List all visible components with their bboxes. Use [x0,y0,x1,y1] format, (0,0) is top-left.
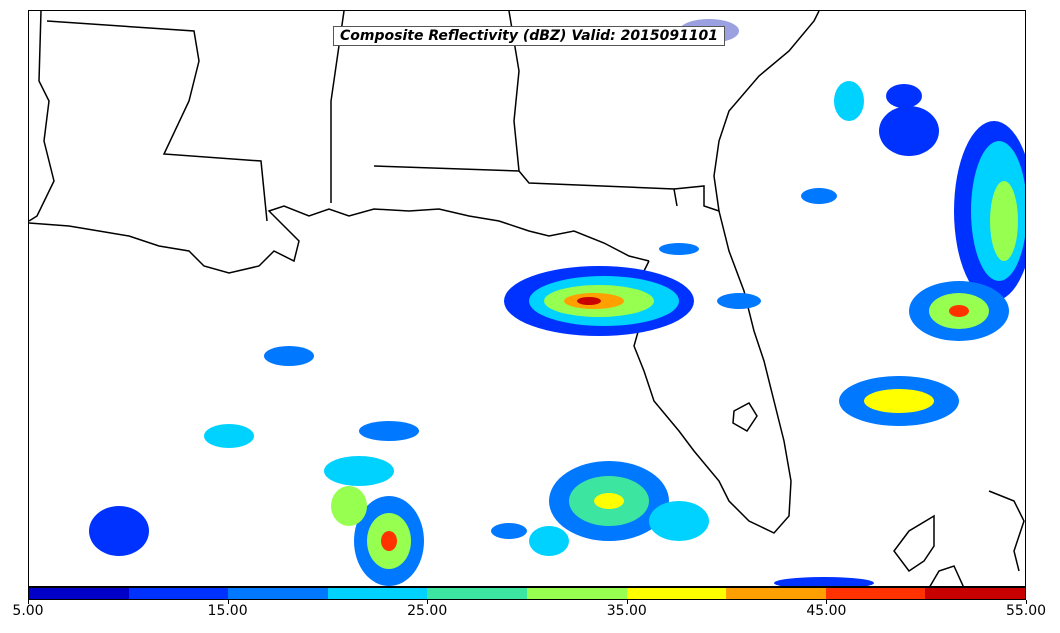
colorbar-tick [28,600,29,604]
colorbar-segment [128,588,229,599]
colorbar-tick [626,600,628,604]
colorbar-tick-label: 35.00 [606,603,647,619]
colorbar-segment [526,588,627,599]
colorbar-tick [1026,600,1027,604]
radar-map: Composite Reflectivity (dBZ) Valid: 2015… [28,10,1026,587]
colorbar-segment [327,588,428,599]
colorbar-segment [626,588,727,599]
colorbar-tick [227,600,229,604]
colorbar-segment [427,588,527,599]
colorbar-tick-label: 15.00 [207,603,248,619]
colorbar-segment [825,588,926,599]
colorbar-segment [726,588,826,599]
colorbar-tick [427,600,429,604]
colorbar [28,587,1026,600]
colorbar-tick-label: 45.00 [806,603,847,619]
colorbar-tick [826,600,828,604]
colorbar-tick-label: 5.00 [12,603,44,619]
colorbar-segment [29,588,129,599]
radar-echoes [89,19,1025,586]
map-title: Composite Reflectivity (dBZ) Valid: 2015… [333,26,726,46]
colorbar-segment [925,588,1025,599]
colorbar-tick-label: 55.00 [1005,603,1047,619]
colorbar-segment [228,588,328,599]
colorbar-tick-label: 25.00 [407,603,448,619]
map-canvas [29,11,1025,586]
